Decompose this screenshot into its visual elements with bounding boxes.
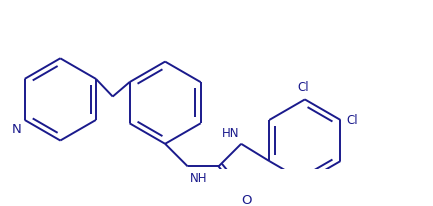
Text: Cl: Cl — [347, 114, 358, 127]
Text: Cl: Cl — [297, 81, 309, 94]
Text: NH: NH — [190, 172, 207, 184]
Text: O: O — [241, 193, 252, 206]
Text: HN: HN — [222, 126, 239, 139]
Text: N: N — [12, 122, 21, 135]
